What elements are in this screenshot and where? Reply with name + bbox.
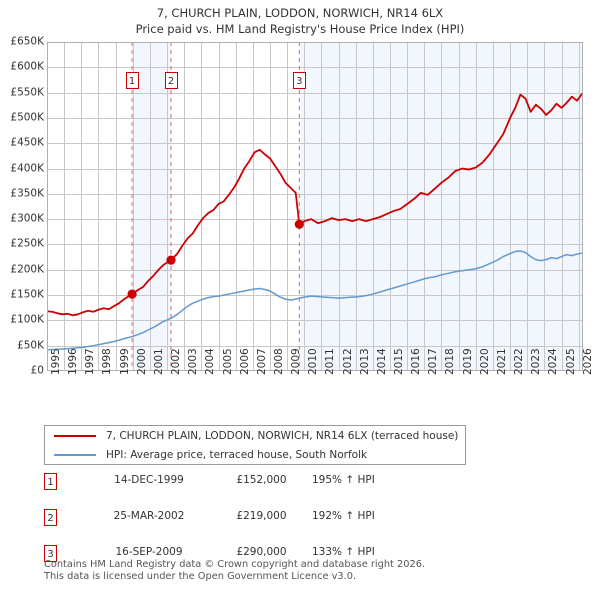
sale-price-1: £152,000: [236, 474, 287, 486]
footer-attribution: Contains HM Land Registry data © Crown c…: [44, 559, 564, 582]
x-axis-tick-label: 2026: [581, 348, 594, 375]
x-axis-tick-label: 2017: [427, 348, 440, 375]
x-axis-tick-label: 2011: [324, 348, 337, 375]
page-title-address: 7, CHURCH PLAIN, LODDON, NORWICH, NR14 6…: [156, 6, 444, 20]
y-axis: £0 £50K £100K £150K £200K £250K £300K £350K £400…: [0, 0, 44, 590]
x-axis-tick-label: 2019: [461, 348, 474, 375]
x-axis-tick-label: 2007: [255, 348, 268, 375]
y-axis-tick-label: £200K: [10, 263, 44, 276]
y-axis-tick-label: £400K: [10, 162, 44, 175]
x-axis-tick-label: 2012: [341, 348, 354, 375]
y-axis-tick-label: £250K: [10, 237, 44, 250]
table-row: 1 14-DEC-1999 £152,000 195% ↑ HPI: [44, 472, 464, 508]
chart-sale-marker-3: 3: [292, 72, 306, 89]
x-axis-tick-label: 2003: [187, 348, 200, 375]
x-axis-tick-label: 2018: [444, 348, 457, 375]
footer-copyright-line: Contains HM Land Registry data © Crown c…: [44, 559, 426, 570]
table-row: 2 25-MAR-2002 £219,000 192% ↑ HPI: [44, 508, 464, 544]
x-axis-tick-label: 1997: [84, 348, 97, 375]
y-axis-tick-label: £350K: [10, 187, 44, 200]
x-axis-tick-label: 2015: [393, 348, 406, 375]
y-axis-tick-label: £450K: [10, 136, 44, 149]
sale-hpi-delta-3: 133% ↑ HPI: [312, 546, 375, 558]
y-axis-tick-label: £150K: [10, 288, 44, 301]
sales-table: 1 14-DEC-1999 £152,000 195% ↑ HPI 2 25-M…: [44, 472, 464, 580]
sale-price-2: £219,000: [236, 510, 287, 522]
y-axis-tick-label: £600K: [10, 60, 44, 73]
page-title-subtitle: Price paid vs. HM Land Registry's House …: [135, 22, 465, 36]
legend-swatch-property: [54, 435, 96, 437]
chart-sale-marker-2: 2: [164, 72, 178, 89]
price-chart: [47, 42, 583, 371]
x-axis-tick-label: 2024: [547, 348, 560, 375]
x-axis-tick-label: 2023: [530, 348, 543, 375]
sale-hpi-delta-1: 195% ↑ HPI: [312, 474, 375, 486]
x-axis-tick-label: 2008: [272, 348, 285, 375]
x-axis-tick-label: 2021: [495, 348, 508, 375]
x-axis-tick-label: 2010: [307, 348, 320, 375]
sale-marker-badge-1: 1: [44, 473, 57, 490]
x-axis-tick-label: 1996: [67, 348, 80, 375]
x-axis-tick-label: 2002: [170, 348, 183, 375]
footer-licence-line: This data is licensed under the Open Gov…: [44, 570, 357, 582]
y-axis-tick-label: £100K: [10, 313, 44, 326]
price-chart-svg: [47, 42, 583, 371]
y-axis-tick-label: £550K: [10, 86, 44, 99]
x-axis-tick-label: 2001: [152, 348, 165, 375]
y-axis-tick-label: £0: [30, 364, 44, 377]
table-row: 3 16-SEP-2009 £290,000 133% ↑ HPI: [44, 544, 464, 580]
x-axis-tick-label: 2004: [204, 348, 217, 375]
y-axis-tick-label: £650K: [10, 35, 44, 48]
sale-date-1: 14-DEC-1999: [114, 474, 184, 486]
x-axis-tick-label: 2005: [221, 348, 234, 375]
x-axis-tick-label: 2022: [513, 348, 526, 375]
y-axis-tick-label: £50K: [17, 339, 44, 352]
legend-item-property: 7, CHURCH PLAIN, LODDON, NORWICH, NR14 6…: [45, 426, 465, 446]
chart-sale-marker-1: 1: [125, 72, 139, 89]
x-axis-tick-label: 2014: [375, 348, 388, 375]
sale-date-3: 16-SEP-2009: [115, 546, 183, 558]
chart-legend: 7, CHURCH PLAIN, LODDON, NORWICH, NR14 6…: [44, 425, 466, 465]
legend-label-property: 7, CHURCH PLAIN, LODDON, NORWICH, NR14 6…: [106, 430, 459, 442]
x-axis-tick-label: 2020: [478, 348, 491, 375]
x-axis-tick-label: 2009: [290, 348, 303, 375]
sale-date-2: 25-MAR-2002: [113, 510, 185, 522]
x-axis-tick-label: 2013: [358, 348, 371, 375]
x-axis-tick-label: 1999: [118, 348, 131, 375]
sale-price-3: £290,000: [236, 546, 287, 558]
y-axis-tick-label: £300K: [10, 212, 44, 225]
y-axis-tick-label: £500K: [10, 111, 44, 124]
x-axis-tick-label: 2016: [410, 348, 423, 375]
x-axis-tick-label: 2006: [238, 348, 251, 375]
legend-item-hpi: HPI: Average price, terraced house, Sout…: [45, 445, 465, 465]
x-axis-tick-label: 1995: [50, 348, 62, 375]
page-title: 7, CHURCH PLAIN, LODDON, NORWICH, NR14 6…: [0, 5, 600, 37]
x-axis-tick-label: 2000: [135, 348, 148, 375]
legend-swatch-hpi: [54, 454, 96, 456]
legend-label-hpi: HPI: Average price, terraced house, Sout…: [106, 449, 368, 461]
x-axis-tick-label: 2025: [564, 348, 577, 375]
x-axis-tick-label: 1998: [101, 348, 114, 375]
sale-marker-badge-3: 3: [44, 545, 57, 562]
sale-hpi-delta-2: 192% ↑ HPI: [312, 510, 375, 522]
sale-marker-badge-2: 2: [44, 509, 57, 526]
